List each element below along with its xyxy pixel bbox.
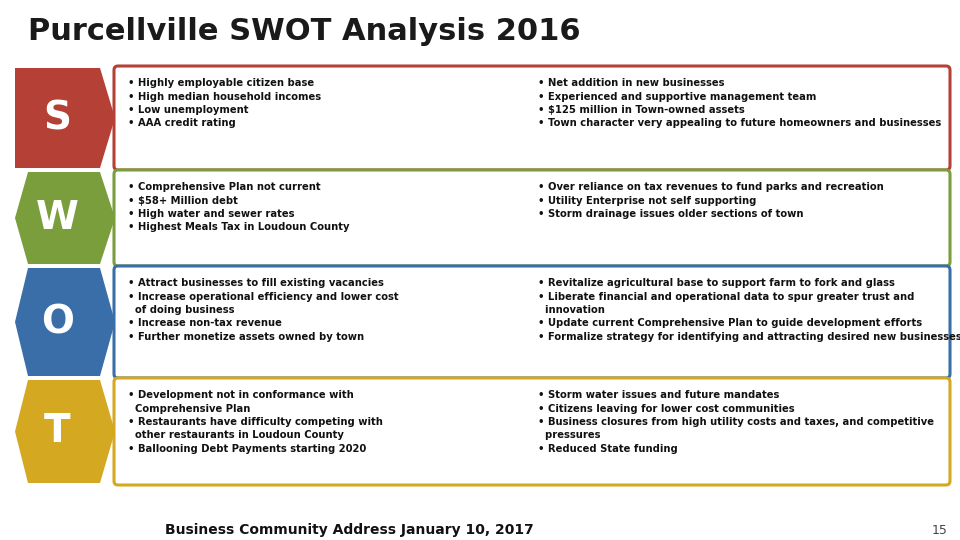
Text: • Reduced State funding: • Reduced State funding — [538, 444, 678, 454]
Text: innovation: innovation — [538, 305, 605, 315]
FancyBboxPatch shape — [114, 66, 950, 170]
Text: Business Community Address January 10, 2017: Business Community Address January 10, 2… — [165, 523, 534, 537]
Text: • High water and sewer rates: • High water and sewer rates — [128, 209, 295, 219]
Text: • Further monetize assets owned by town: • Further monetize assets owned by town — [128, 332, 364, 342]
Text: • Increase non-tax revenue: • Increase non-tax revenue — [128, 319, 282, 328]
Text: • Citizens leaving for lower cost communities: • Citizens leaving for lower cost commun… — [538, 403, 795, 414]
Text: • High median household incomes: • High median household incomes — [128, 91, 322, 102]
Text: W: W — [36, 199, 79, 237]
Text: • Business closures from high utility costs and taxes, and competitive: • Business closures from high utility co… — [538, 417, 934, 427]
Text: • Attract businesses to fill existing vacancies: • Attract businesses to fill existing va… — [128, 278, 384, 288]
Text: • Ballooning Debt Payments starting 2020: • Ballooning Debt Payments starting 2020 — [128, 444, 367, 454]
Text: O: O — [41, 303, 74, 341]
Text: of doing business: of doing business — [128, 305, 234, 315]
Text: T: T — [44, 413, 71, 450]
Text: • Restaurants have difficulty competing with: • Restaurants have difficulty competing … — [128, 417, 383, 427]
Text: • Highest Meals Tax in Loudoun County: • Highest Meals Tax in Loudoun County — [128, 222, 349, 233]
Text: • Utility Enterprise not self supporting: • Utility Enterprise not self supporting — [538, 195, 756, 206]
Text: S: S — [43, 99, 71, 137]
Text: • Net addition in new businesses: • Net addition in new businesses — [538, 78, 725, 88]
Text: • Increase operational efficiency and lower cost: • Increase operational efficiency and lo… — [128, 292, 398, 301]
Text: • Experienced and supportive management team: • Experienced and supportive management … — [538, 91, 816, 102]
Text: • Development not in conformance with: • Development not in conformance with — [128, 390, 353, 400]
Text: • Over reliance on tax revenues to fund parks and recreation: • Over reliance on tax revenues to fund … — [538, 182, 884, 192]
Text: • $58+ Million debt: • $58+ Million debt — [128, 195, 238, 206]
Text: • Liberate financial and operational data to spur greater trust and: • Liberate financial and operational dat… — [538, 292, 914, 301]
Text: • AAA credit rating: • AAA credit rating — [128, 118, 236, 129]
Polygon shape — [15, 68, 115, 168]
Polygon shape — [15, 172, 115, 264]
Text: other restaurants in Loudoun County: other restaurants in Loudoun County — [128, 430, 344, 441]
Text: • Comprehensive Plan not current: • Comprehensive Plan not current — [128, 182, 321, 192]
Polygon shape — [15, 268, 115, 376]
Text: • Town character very appealing to future homeowners and businesses: • Town character very appealing to futur… — [538, 118, 941, 129]
Text: Comprehensive Plan: Comprehensive Plan — [128, 403, 251, 414]
Text: • Highly employable citizen base: • Highly employable citizen base — [128, 78, 314, 88]
FancyBboxPatch shape — [114, 266, 950, 378]
Text: Purcellville SWOT Analysis 2016: Purcellville SWOT Analysis 2016 — [28, 17, 581, 46]
Text: pressures: pressures — [538, 430, 601, 441]
Text: • Low unemployment: • Low unemployment — [128, 105, 249, 115]
Text: • $125 million in Town-owned assets: • $125 million in Town-owned assets — [538, 105, 745, 115]
Text: • Update current Comprehensive Plan to guide development efforts: • Update current Comprehensive Plan to g… — [538, 319, 923, 328]
Text: 15: 15 — [932, 523, 948, 537]
Text: • Storm drainage issues older sections of town: • Storm drainage issues older sections o… — [538, 209, 804, 219]
Text: • Storm water issues and future mandates: • Storm water issues and future mandates — [538, 390, 780, 400]
FancyBboxPatch shape — [114, 170, 950, 266]
Text: • Formalize strategy for identifying and attracting desired new businesses: • Formalize strategy for identifying and… — [538, 332, 960, 342]
Text: • Revitalize agricultural base to support farm to fork and glass: • Revitalize agricultural base to suppor… — [538, 278, 895, 288]
FancyBboxPatch shape — [114, 378, 950, 485]
Polygon shape — [15, 380, 115, 483]
